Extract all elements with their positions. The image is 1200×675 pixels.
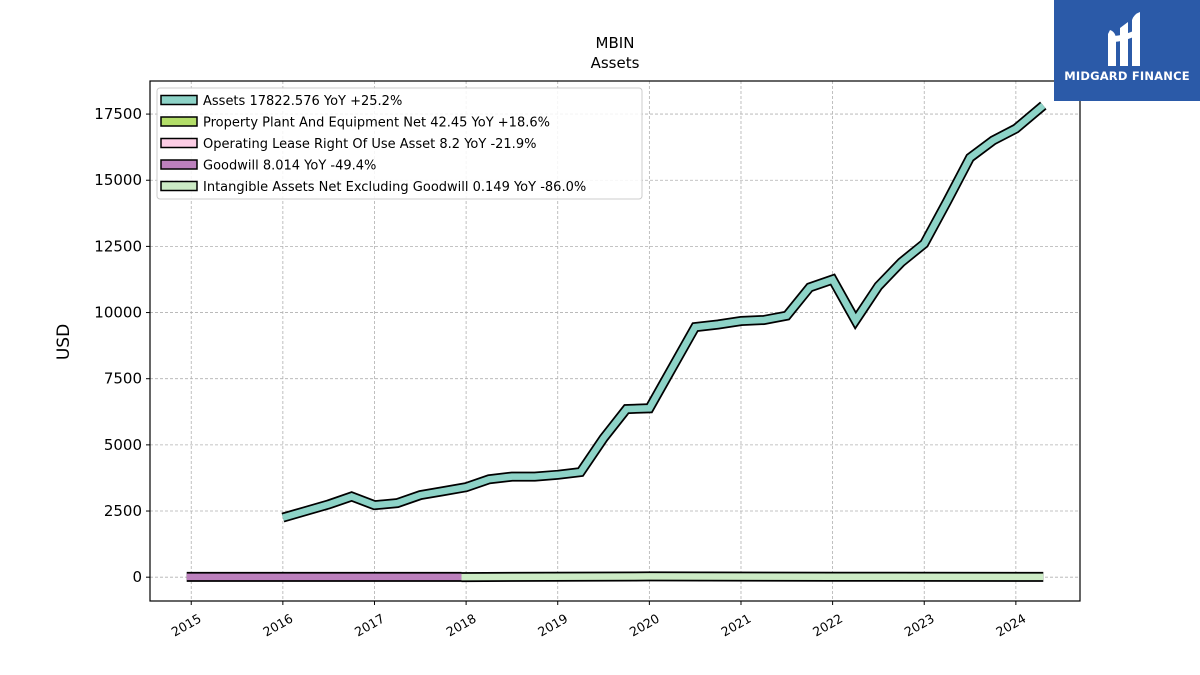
logo-icon: [1108, 12, 1140, 66]
series-lines: [186, 101, 1047, 583]
y-tick-label: 12500: [94, 237, 142, 255]
legend-swatch: [160, 94, 198, 106]
x-tick-label: 2019: [535, 611, 570, 640]
y-axis-label: USD: [54, 324, 74, 360]
legend-swatch: [160, 180, 198, 192]
x-tick-label: 2022: [810, 611, 845, 640]
legend-swatch: [160, 116, 198, 127]
brand-logo: MIDGARD FINANCE: [1054, 0, 1200, 101]
legend-swatch: [160, 137, 198, 149]
x-tick-label: 2018: [444, 611, 479, 640]
legend-label: Operating Lease Right Of Use Asset 8.2 Y…: [203, 137, 536, 152]
legend-label: Property Plant And Equipment Net 42.45 Y…: [203, 116, 550, 131]
y-tick-label: 17500: [94, 105, 142, 123]
plot-frame: [149, 80, 1081, 602]
x-tick-label: 2024: [993, 611, 1028, 640]
x-tick-label: 2021: [718, 611, 753, 640]
series-stroke: [281, 103, 1046, 521]
legend-label: Intangible Assets Net Excluding Goodwill…: [203, 180, 586, 195]
y-tick-label: 15000: [94, 171, 142, 189]
series-line-assets: [281, 101, 1047, 523]
series-stroke: [461, 573, 1044, 581]
y-tick-label: 7500: [104, 370, 142, 388]
x-tick-label: 2016: [260, 611, 295, 640]
x-tick-label: 2015: [169, 611, 204, 640]
legend-label: Goodwill 8.014 YoY -49.4%: [203, 159, 376, 174]
brand-name: MIDGARD FINANCE: [1064, 69, 1190, 83]
x-tick-label: 2017: [352, 611, 387, 640]
y-tick-label: 2500: [104, 502, 142, 520]
legend-swatch: [160, 159, 198, 170]
x-tick-label: 2023: [902, 611, 937, 640]
chart-subtitle: Assets: [591, 54, 640, 72]
x-tick-label: 2020: [627, 611, 662, 640]
series-line-intangible-assets-net-excluding-goodwill: [461, 571, 1044, 583]
legend: Assets 17822.576 YoY +25.2% Property Plan…: [156, 87, 643, 200]
y-tick-label: 0: [132, 568, 142, 586]
legend-box: [156, 87, 643, 200]
legend-label: Assets 17822.576 YoY +25.2%: [203, 94, 402, 109]
y-tick-label: 5000: [104, 436, 142, 454]
chart-title: MBIN: [596, 34, 635, 52]
y-tick-label: 10000: [94, 304, 142, 322]
